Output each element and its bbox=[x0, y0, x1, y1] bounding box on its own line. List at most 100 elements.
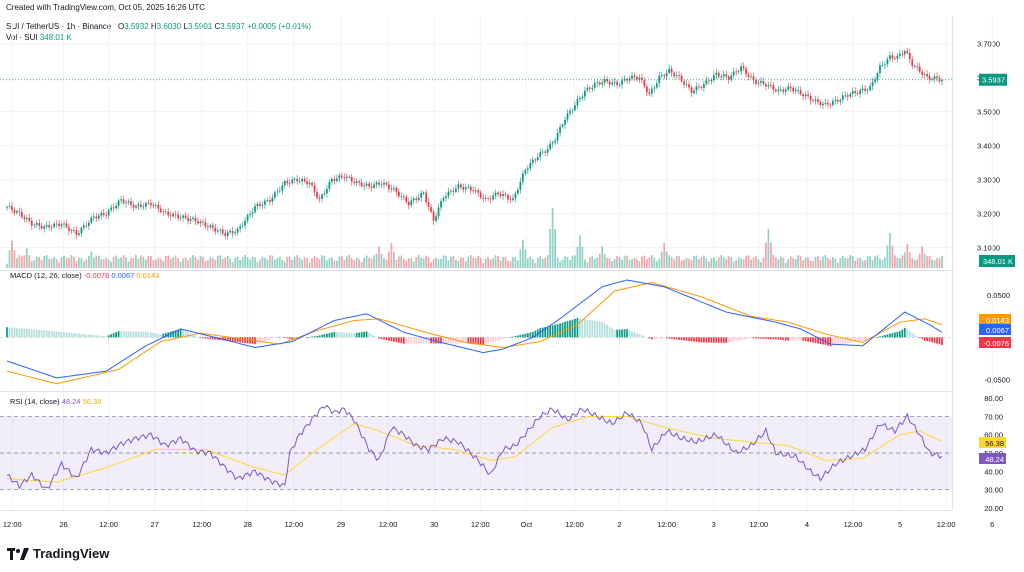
candle-body bbox=[864, 88, 866, 91]
candle-body bbox=[35, 223, 38, 225]
volume-bar bbox=[68, 257, 70, 268]
volume-bar bbox=[596, 257, 599, 268]
candle-body bbox=[705, 80, 708, 85]
candle-body bbox=[574, 105, 576, 111]
volume-bar bbox=[834, 258, 837, 268]
volume-bar bbox=[78, 257, 80, 268]
volume-bar bbox=[822, 256, 824, 268]
volume-bar bbox=[117, 258, 120, 268]
rsi-axis-tick: 70.00 bbox=[984, 412, 1003, 421]
volume-bar bbox=[497, 256, 499, 268]
macd-histogram-bar bbox=[839, 337, 842, 345]
volume-bar bbox=[884, 257, 886, 268]
volume-bar bbox=[504, 256, 507, 268]
macd-histogram-bar bbox=[308, 336, 311, 338]
volume-bar bbox=[918, 253, 921, 268]
candle-body bbox=[457, 184, 460, 189]
volume-bar bbox=[92, 257, 95, 268]
candle-body bbox=[779, 89, 782, 91]
candle-body bbox=[735, 71, 738, 73]
tradingview-logo[interactable]: TradingView bbox=[7, 546, 109, 561]
macd-histogram-bar bbox=[487, 337, 490, 344]
time-axis-tick: 12:00 bbox=[749, 520, 768, 529]
candle-body bbox=[177, 214, 179, 219]
candle-body bbox=[472, 190, 475, 192]
candle-body bbox=[467, 186, 470, 188]
volume-bar bbox=[348, 255, 351, 268]
volume-bar bbox=[774, 257, 777, 268]
candle-body bbox=[55, 223, 58, 225]
volume-bar bbox=[273, 259, 276, 268]
macd-histogram-bar bbox=[482, 337, 485, 346]
volume-bar bbox=[489, 259, 492, 268]
macd-histogram-bar bbox=[445, 337, 447, 344]
volume-label[interactable]: Vol · SUI bbox=[6, 33, 38, 42]
macd-histogram-bar bbox=[695, 337, 698, 342]
volume-bar bbox=[792, 258, 795, 268]
volume-bar bbox=[921, 246, 924, 268]
volume-bar bbox=[90, 251, 93, 268]
macd-histogram-bar bbox=[789, 337, 792, 341]
macd-value-label: -0.0076 bbox=[984, 339, 1009, 348]
volume-bar bbox=[97, 255, 100, 268]
candle-body bbox=[571, 110, 574, 111]
volume-bar bbox=[236, 256, 239, 268]
macd-histogram-bar bbox=[283, 337, 286, 338]
candle-body bbox=[866, 89, 869, 91]
macd-histogram-bar bbox=[546, 326, 549, 338]
candle-body bbox=[23, 217, 26, 219]
volume-bar bbox=[199, 256, 202, 268]
volume-bar bbox=[149, 256, 152, 268]
macd-histogram-bar bbox=[229, 337, 232, 342]
macd-histogram-bar bbox=[859, 337, 862, 342]
ohlc-legend: SUI / TetherUS · 1h · Binance O3.5932 H3… bbox=[6, 22, 311, 32]
volume-bar bbox=[735, 259, 738, 268]
macd-histogram-bar bbox=[799, 337, 802, 341]
volume-bar bbox=[583, 259, 586, 268]
candle-body bbox=[539, 152, 542, 157]
volume-bar bbox=[316, 257, 318, 268]
macd-histogram-bar bbox=[264, 337, 266, 342]
volume-bar bbox=[621, 259, 623, 268]
candle-body bbox=[244, 220, 246, 226]
symbol-title[interactable]: SUI / TetherUS · 1h · Binance bbox=[6, 22, 112, 31]
macd-histogram-bar bbox=[256, 337, 259, 344]
macd-value-label: 0.0067 bbox=[986, 326, 1009, 335]
macd-histogram-bar bbox=[725, 337, 728, 343]
candle-body bbox=[65, 223, 68, 228]
macd-histogram-bar bbox=[100, 335, 103, 338]
volume-bar bbox=[251, 256, 254, 268]
candle-body bbox=[172, 213, 175, 217]
macd-histogram-bar bbox=[48, 330, 51, 338]
candle-body bbox=[817, 99, 819, 102]
candle-body bbox=[698, 86, 700, 88]
macd-histogram-bar bbox=[556, 324, 559, 338]
volume-bar bbox=[936, 258, 938, 268]
volume-bar bbox=[561, 259, 564, 268]
candle-body bbox=[911, 59, 914, 67]
low-value: 3.5901 bbox=[187, 22, 213, 31]
macd-histogram-bar bbox=[216, 337, 219, 340]
volume-bar bbox=[908, 252, 911, 268]
candle-body bbox=[588, 87, 591, 89]
macd-histogram-bar bbox=[169, 331, 172, 338]
macd-histogram-bar bbox=[866, 337, 869, 340]
macd-histogram-bar bbox=[715, 337, 718, 343]
time-axis-tick: 28 bbox=[244, 520, 252, 529]
candle-body bbox=[90, 217, 93, 223]
macd-histogram-bar bbox=[844, 337, 847, 344]
macd-histogram-bar bbox=[199, 337, 202, 339]
volume-bar bbox=[648, 257, 651, 268]
macd-histogram-bar bbox=[690, 337, 693, 342]
candle-body bbox=[762, 81, 765, 84]
macd-histogram-bar bbox=[400, 337, 403, 344]
candle-body bbox=[851, 91, 854, 95]
macd-histogram-bar bbox=[135, 331, 137, 338]
macd-histogram-bar bbox=[569, 320, 571, 338]
candle-body bbox=[799, 89, 802, 95]
volume-bar bbox=[311, 258, 313, 268]
volume-bar bbox=[231, 262, 234, 268]
volume-bar bbox=[333, 260, 336, 268]
candle-body bbox=[422, 192, 425, 194]
